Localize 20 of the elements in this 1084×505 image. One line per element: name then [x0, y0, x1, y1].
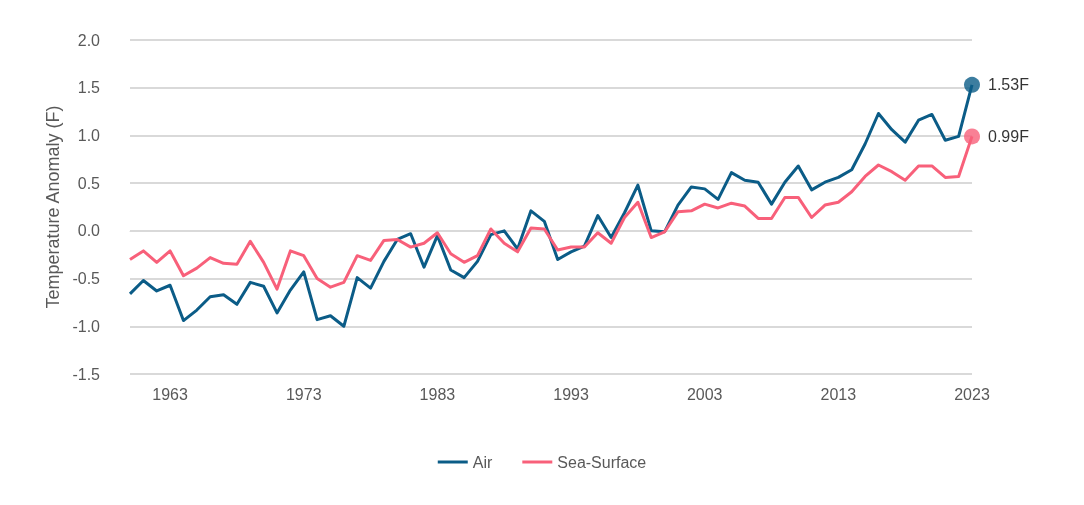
- y-tick-label: 2.0: [77, 31, 101, 49]
- x-tick-label: 1973: [285, 385, 322, 403]
- y-tick-label: -1.0: [72, 317, 101, 335]
- x-tick-label: 1983: [419, 385, 456, 403]
- x-tick-label: 2023: [954, 385, 990, 403]
- y-tick-label: -1.5: [72, 365, 101, 383]
- y-tick-label: -0.5: [72, 270, 101, 288]
- y-tick-label: 0.0: [77, 222, 101, 240]
- y-tick-label: 1.5: [77, 79, 101, 97]
- x-tick-label: 2013: [820, 385, 857, 403]
- annotation: 1.53F: [988, 76, 1030, 94]
- y-axis-title: Temperature Anomaly (F): [42, 105, 63, 309]
- x-tick-label: 2003: [686, 385, 723, 403]
- y-tick-label: 1.0: [77, 126, 101, 144]
- x-tick-label: 1963: [152, 385, 188, 403]
- annotation: 0.99F: [988, 127, 1030, 145]
- legend-label: Air: [472, 453, 493, 471]
- y-tick-label: 0.5: [77, 174, 101, 192]
- x-tick-label: 1993: [553, 385, 589, 403]
- legend-label: Sea-Surface: [557, 453, 647, 471]
